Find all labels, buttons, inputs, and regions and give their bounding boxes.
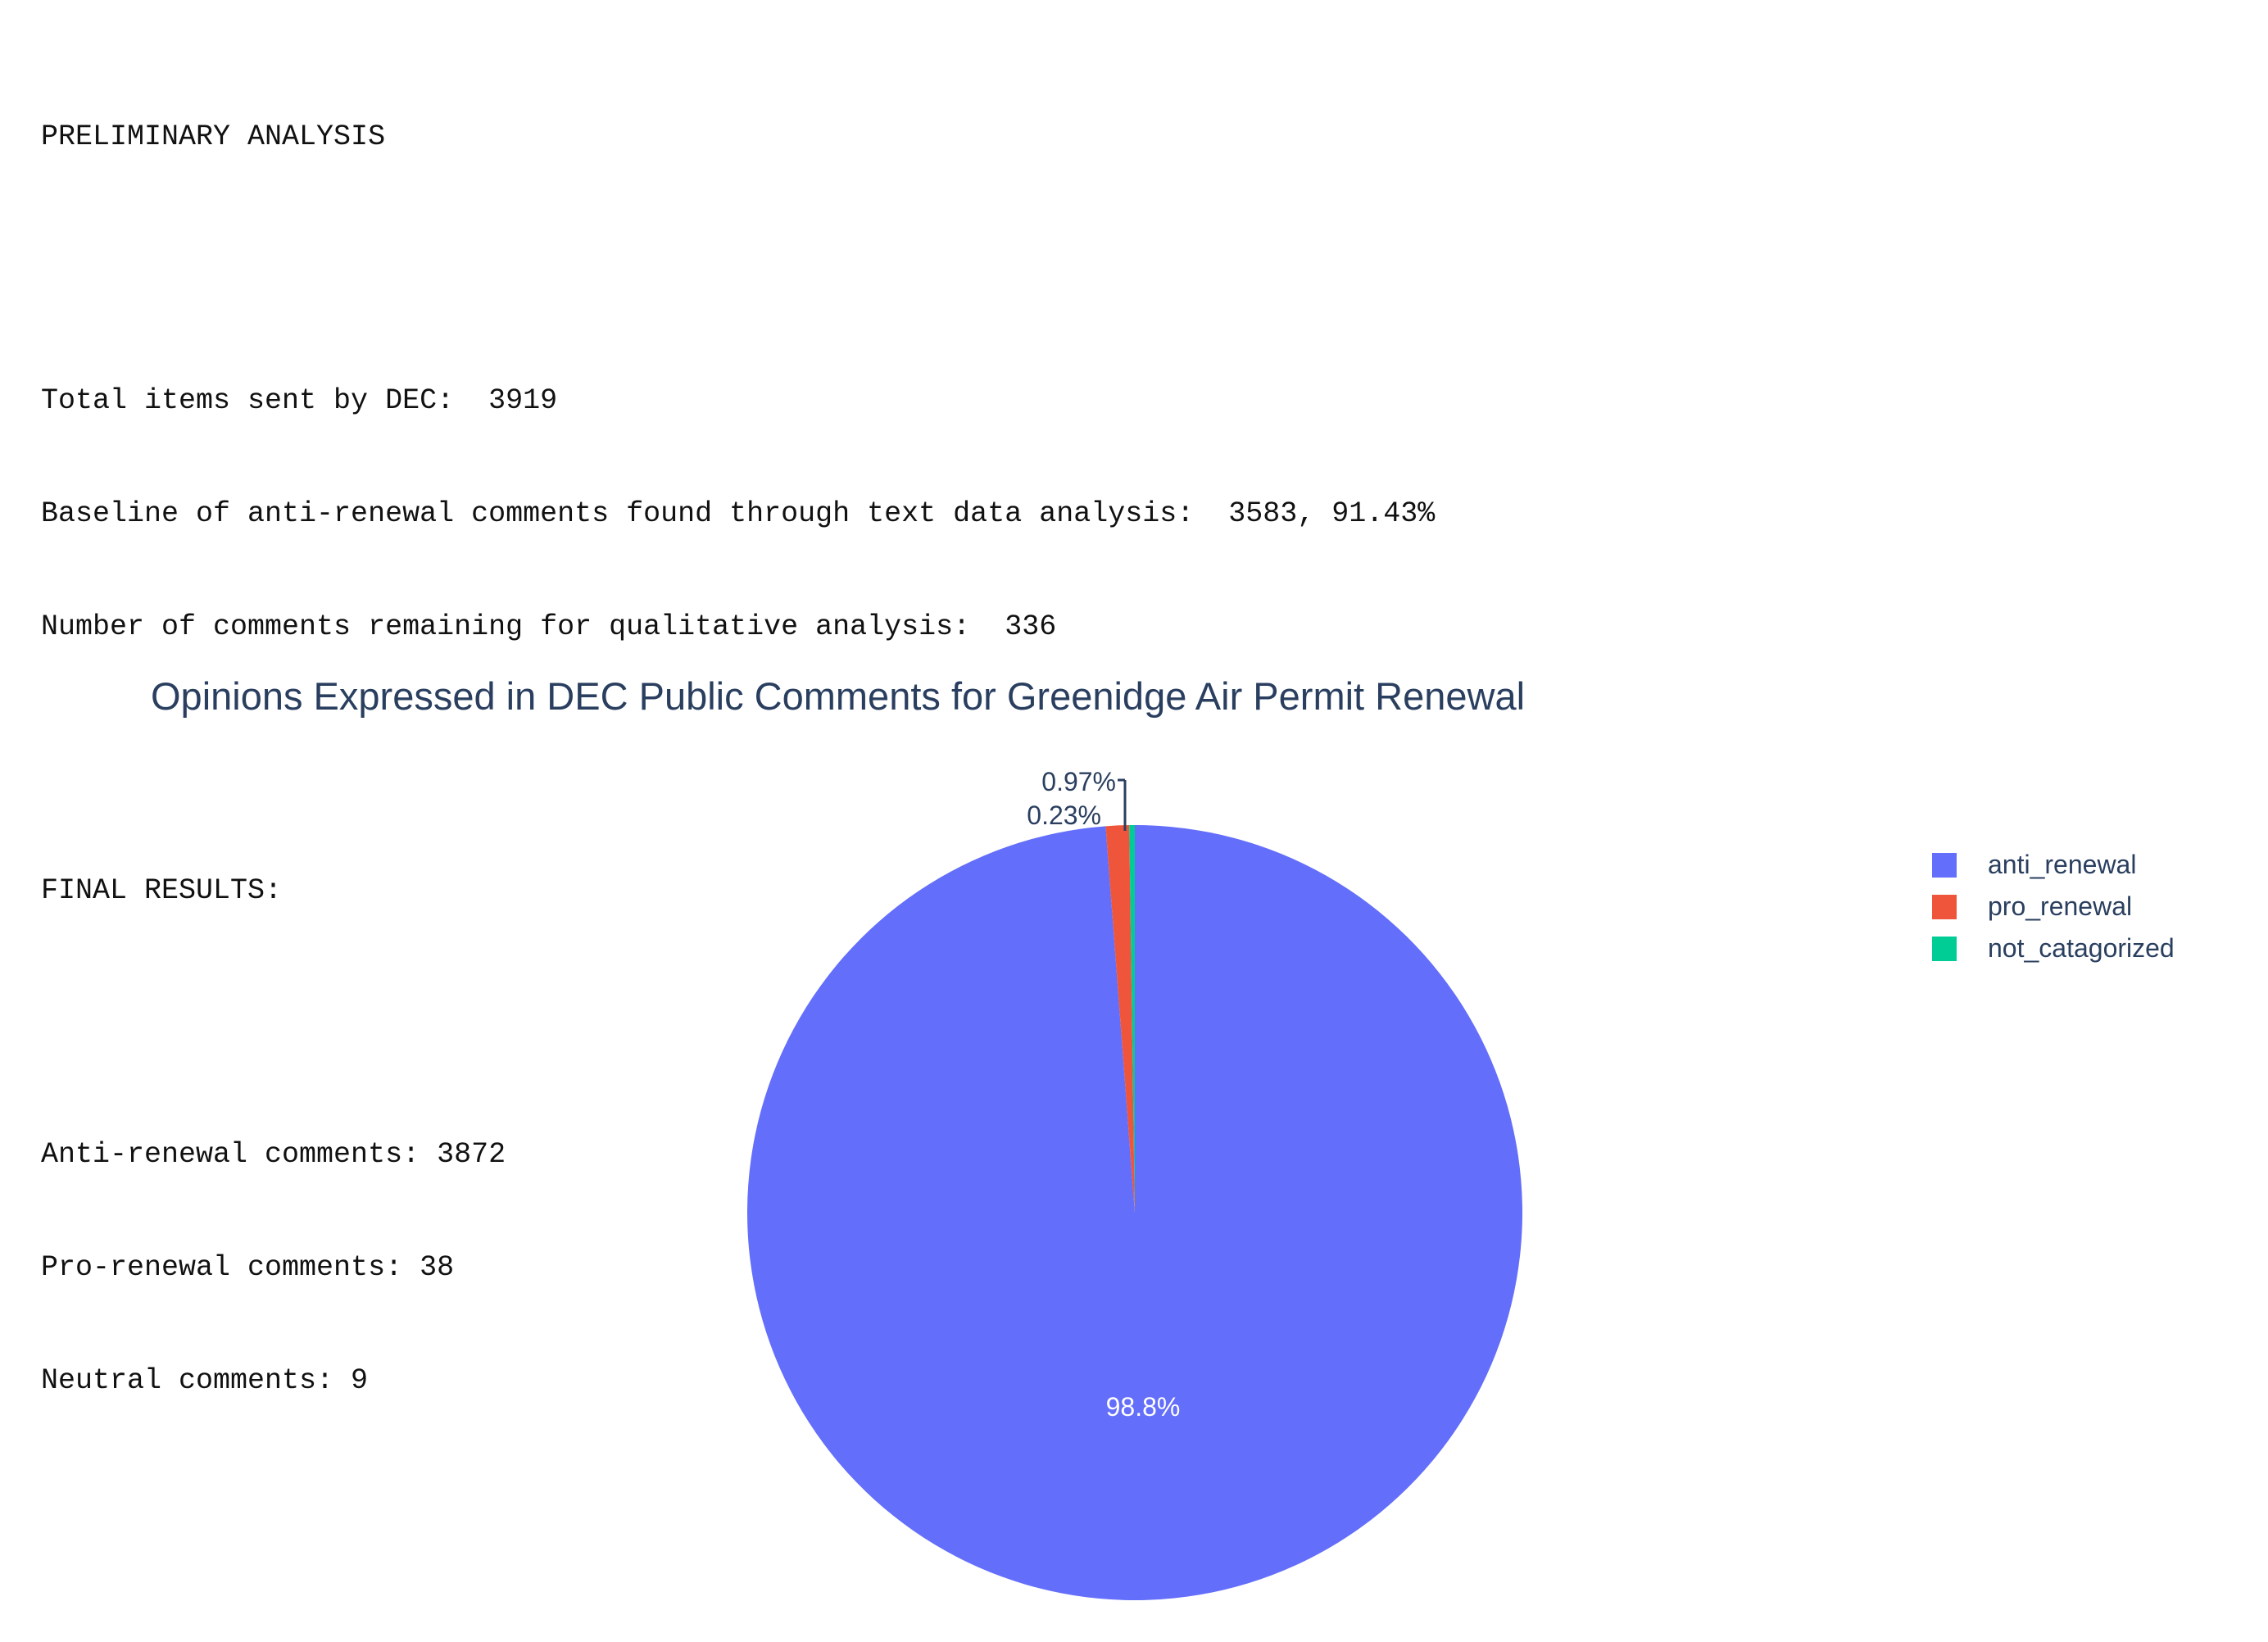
pie-slice-anti-renewal[interactable] — [746, 825, 1522, 1601]
chart-legend: anti_renewal pro_renewal not_catagorized — [1932, 844, 2175, 969]
remaining-line: Number of comments remaining for qualita… — [41, 610, 1057, 643]
chart-title: Opinions Expressed in DEC Public Comment… — [151, 674, 1526, 718]
legend-item-pro-renewal[interactable]: pro_renewal — [1932, 886, 2175, 928]
legend-label: pro_renewal — [1988, 891, 2133, 921]
legend-item-not-catagorized[interactable]: not_catagorized — [1932, 928, 2175, 969]
total-items-line: Total items sent by DEC: 3919 — [41, 384, 558, 417]
preliminary-heading: PRELIMINARY ANALYSIS — [41, 120, 386, 153]
pie-slice-not-catagorized[interactable] — [1129, 825, 1135, 1213]
slice-label-anti-renewal: 98.8% — [1106, 1392, 1181, 1422]
pie-slice-pro-renewal[interactable] — [1105, 825, 1135, 1213]
analysis-report: PRELIMINARY ANALYSIS Total items sent by… — [41, 43, 1435, 1475]
legend-swatch — [1932, 936, 1957, 961]
slice-label-not-catagorized: 0.23% — [1027, 801, 1101, 830]
neutral-count-line: Neutral comments: 9 — [41, 1364, 369, 1397]
legend-swatch — [1932, 894, 1957, 919]
slice-label-pro-renewal: 0.97% — [1041, 767, 1116, 796]
pro-count-line: Pro-renewal comments: 38 — [41, 1251, 455, 1284]
anti-count-line: Anti-renewal comments: 3872 — [41, 1138, 506, 1171]
legend-swatch — [1932, 852, 1957, 878]
legend-item-anti-renewal[interactable]: anti_renewal — [1932, 844, 2175, 886]
legend-label: not_catagorized — [1988, 933, 2175, 963]
final-heading: FINAL RESULTS: — [41, 874, 283, 907]
baseline-line: Baseline of anti-renewal comments found … — [41, 497, 1436, 530]
legend-label: anti_renewal — [1988, 850, 2137, 879]
